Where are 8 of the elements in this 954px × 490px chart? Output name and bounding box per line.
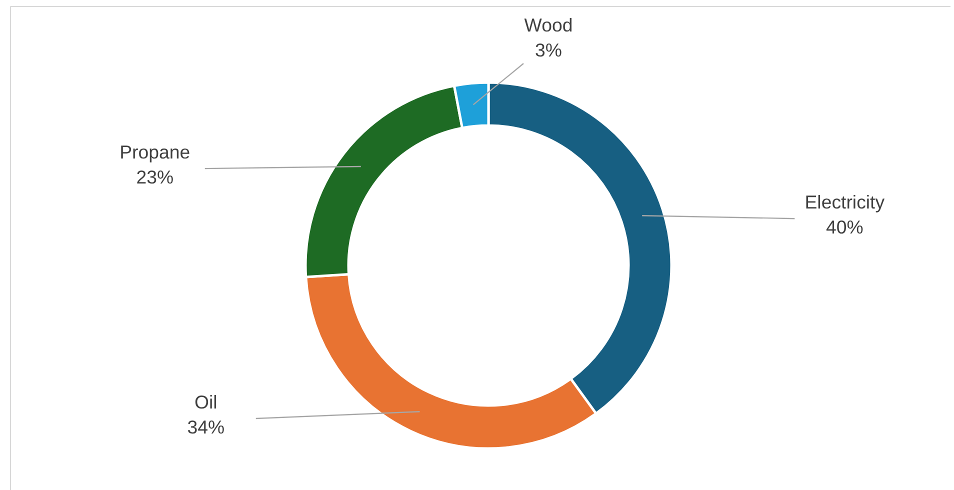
data-label: 23% (136, 166, 174, 188)
slice-label: Wood (524, 14, 573, 36)
data-label: 34% (187, 416, 225, 438)
slice-label: Propane (120, 142, 190, 163)
data-label: 3% (535, 40, 562, 60)
slice-label: Electricity (804, 192, 886, 213)
slice-label: Oil (194, 392, 218, 413)
data-label: 40% (826, 216, 864, 238)
